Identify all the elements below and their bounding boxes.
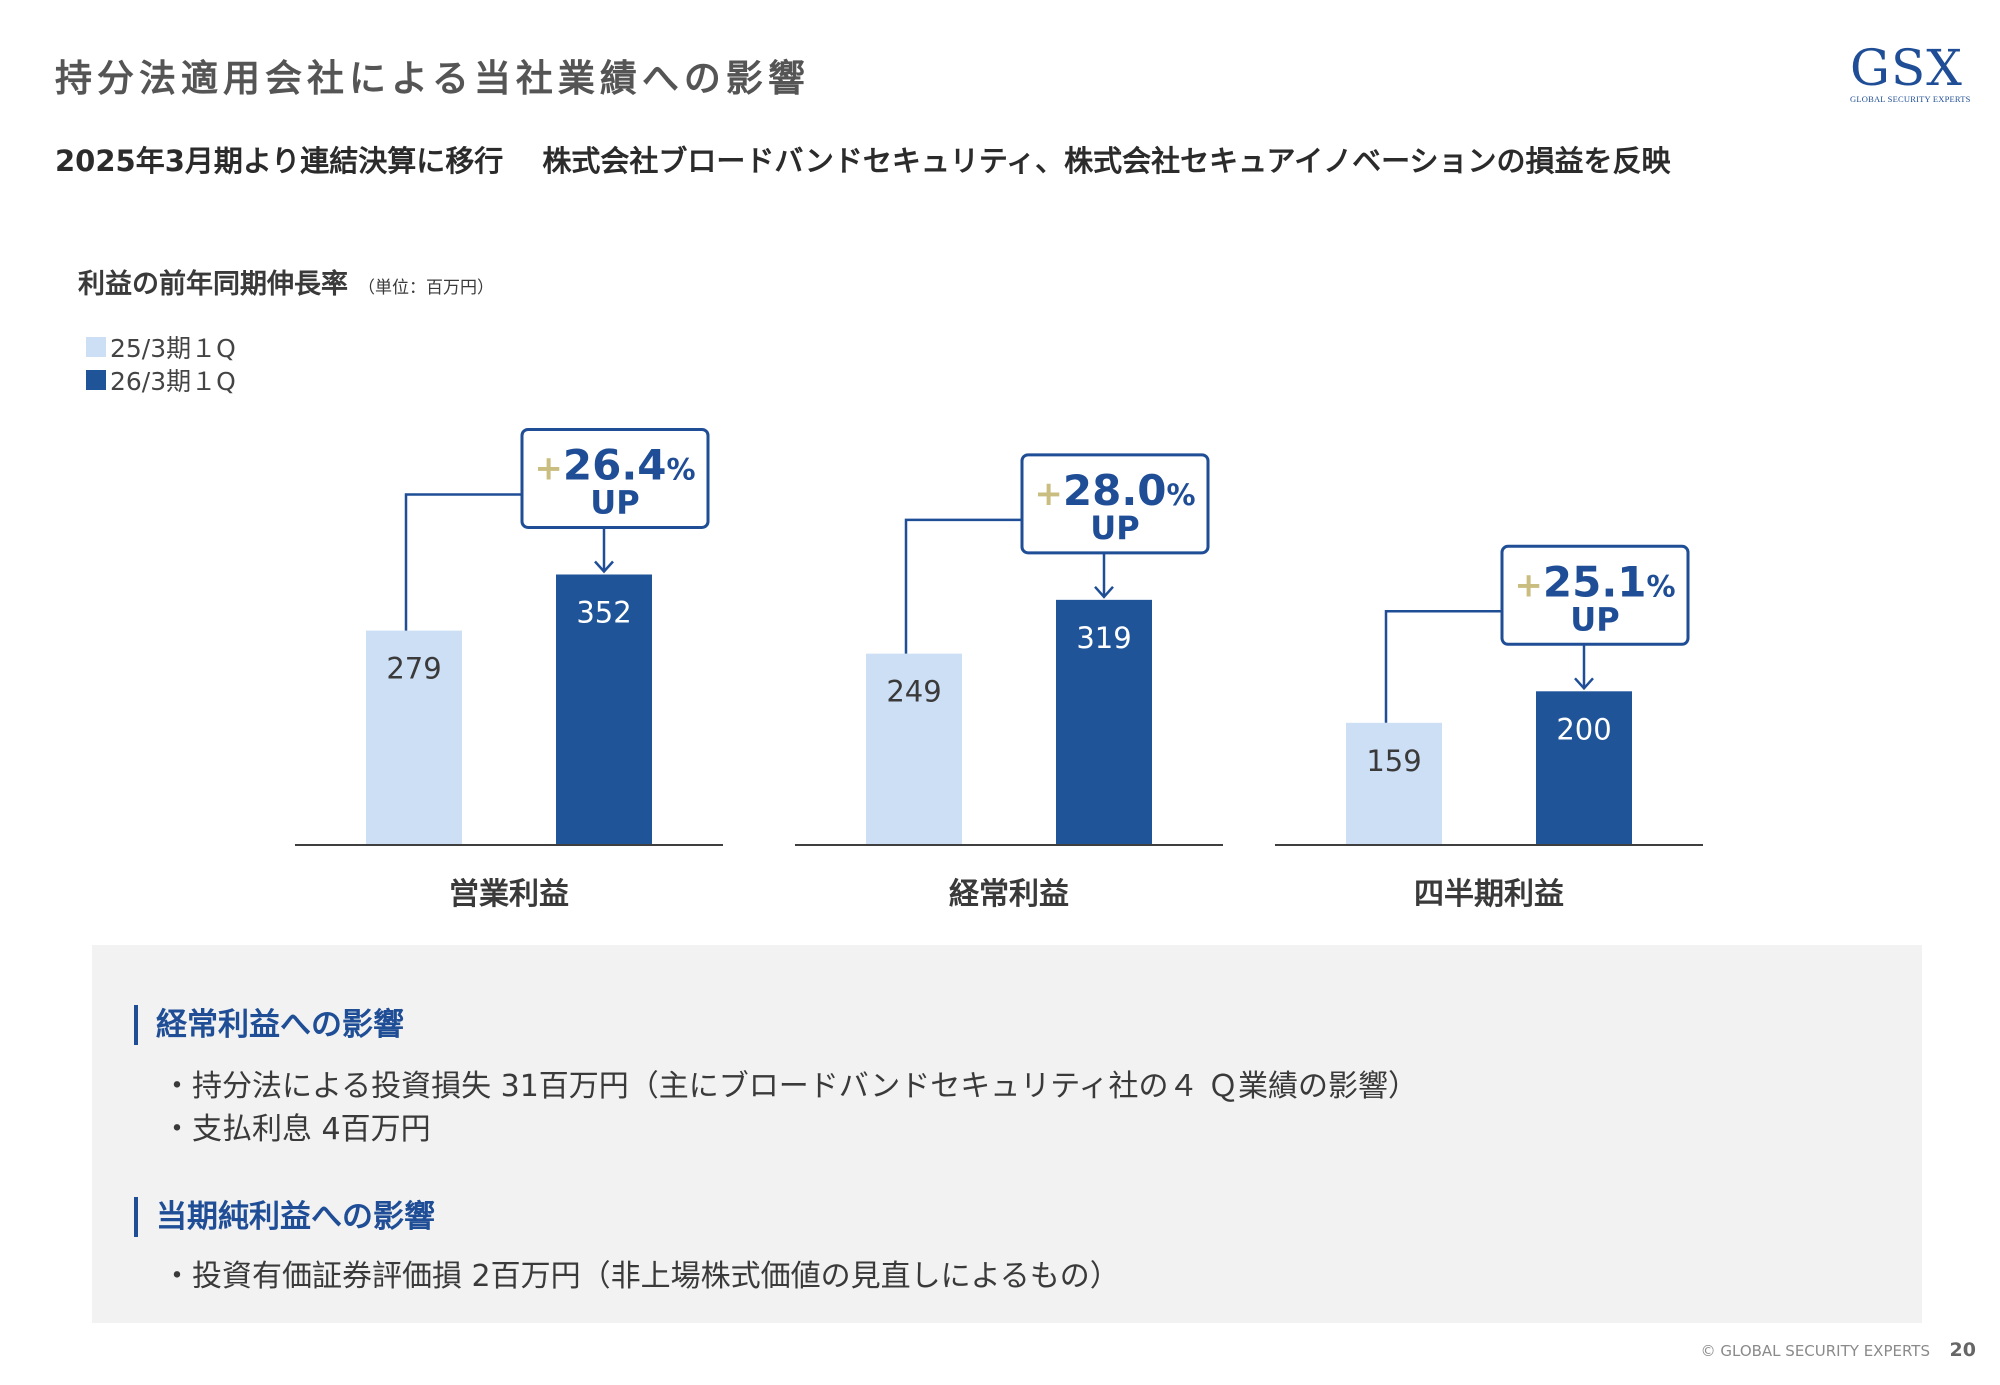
logo-mark: GSX (1850, 39, 1963, 97)
legend-item-current: 26/3期１Q (86, 363, 236, 396)
bar-current (556, 574, 652, 845)
chart-title: 利益の前年同期伸長率 (78, 269, 348, 300)
growth-up-label: UP (590, 483, 639, 521)
growth-percent: +25.1% (1514, 557, 1675, 606)
growth-up-label: UP (1570, 600, 1619, 638)
page-title: 持分法適用会社による当社業績への影響 (55, 57, 810, 100)
data-label-current: 200 (1556, 712, 1611, 746)
copyright: © GLOBAL SECURITY EXPERTS (1700, 1342, 1930, 1360)
legend-label-prior: 25/3期１Q (110, 333, 236, 363)
page-subtitle: 2025年3月期より連結決算に移行 株式会社ブロードバンドセキュリティ、株式会社… (55, 144, 1671, 178)
chart-unit: （単位：百万円） (358, 278, 494, 298)
growth-leader-line (1384, 610, 1502, 723)
data-label-prior: 249 (886, 675, 941, 709)
page-number: 20 (1949, 1339, 1976, 1361)
growth-callout (1500, 544, 1690, 646)
data-label-prior: 159 (1366, 744, 1421, 778)
bar-current (1536, 691, 1632, 845)
impact-panel: 経常利益への影響 持分法による投資損失 31百万円（主にブロードバンドセキュリテ… (92, 945, 1922, 1323)
bar-prior (366, 630, 462, 845)
chart-heading: 利益の前年同期伸長率 （単位：百万円） (78, 262, 494, 301)
growth-percent: +26.4% (534, 440, 695, 489)
growth-leader-line (404, 493, 522, 631)
data-label-current: 319 (1076, 621, 1131, 655)
chart-legend: 25/3期１Q 26/3期１Q (86, 330, 236, 396)
legend-item-prior: 25/3期１Q (86, 330, 236, 363)
category-label: 四半期利益 (1414, 877, 1564, 912)
gsx-logo: GSX GLOBAL SECURITY EXPERTS (1850, 39, 1971, 104)
category-label: 営業利益 (449, 877, 569, 912)
category-label: 経常利益 (949, 877, 1069, 912)
data-label-prior: 279 (386, 652, 441, 686)
list-item: 投資有価証券評価損 2百万円（非上場株式価値の見直しによるもの） (162, 1251, 1120, 1295)
growth-arrow-head (1574, 677, 1594, 691)
list-item: 支払利息 4百万円 (162, 1104, 431, 1148)
legend-swatch-prior (86, 336, 106, 357)
logo-tagline: GLOBAL SECURITY EXPERTS (1850, 94, 1971, 104)
legend-label-current: 26/3期１Q (110, 366, 236, 396)
growth-leader-line (904, 518, 1022, 654)
bar-current (1056, 599, 1152, 845)
growth-callout (1020, 453, 1210, 555)
bar-prior (866, 653, 962, 845)
growth-up-label: UP (1090, 509, 1139, 547)
list-item: 持分法による投資損失 31百万円（主にブロードバンドセキュリティ社の４ Ｑ業績の… (162, 1061, 1418, 1105)
section-heading-net-income: 当期純利益への影響 (134, 1197, 435, 1237)
bar-prior (1346, 722, 1442, 845)
bar-chart: 279352営業利益+26.4%UP249319経常利益+28.0%UP1592… (295, 427, 1703, 912)
growth-arrow-head (1094, 586, 1114, 599)
section-heading-ordinary-profit: 経常利益への影響 (134, 1005, 404, 1045)
growth-percent: +28.0% (1034, 466, 1195, 515)
growth-arrow-head (594, 560, 614, 574)
legend-swatch-current (86, 369, 106, 390)
growth-callout (520, 427, 710, 529)
data-label-current: 352 (576, 595, 631, 629)
